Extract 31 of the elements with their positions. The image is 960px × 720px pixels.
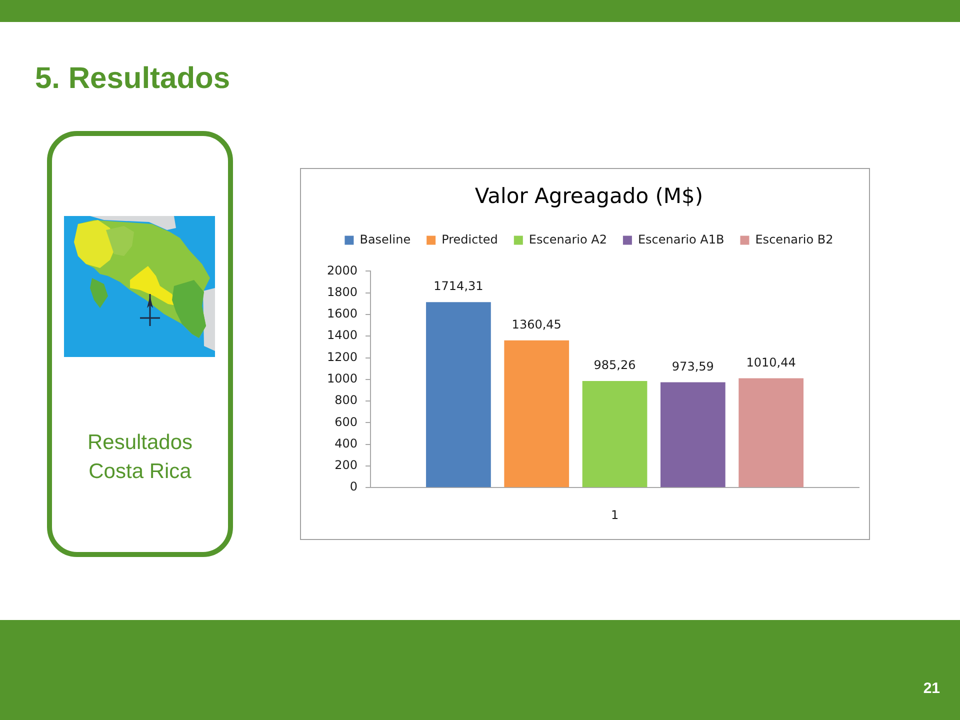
legend-label: Escenario A2	[528, 232, 607, 246]
bar	[426, 302, 491, 488]
data-label: 1010,44	[746, 355, 796, 370]
y-tick-label: 1800	[326, 284, 358, 299]
y-tick-label: 0	[350, 480, 358, 494]
y-tick-label: 600	[334, 414, 358, 429]
text: 21	[922, 680, 940, 697]
y-tick-label: 1600	[326, 306, 358, 321]
legend-label: Baseline	[360, 232, 411, 246]
bar	[504, 340, 570, 488]
bar	[738, 378, 804, 488]
y-tick-label: 400	[334, 436, 358, 450]
data-label: 1714,31	[434, 279, 484, 294]
y-tick-label: 2000	[326, 263, 358, 278]
legend-label: Escenario A1B	[638, 232, 724, 246]
bar	[660, 382, 726, 488]
data-label: 985,26	[594, 358, 636, 372]
bar	[582, 380, 648, 488]
chart-title: Valor Agreagado (M$)	[474, 184, 704, 208]
y-tick-label: 200	[334, 458, 358, 472]
y-tick-label: 1400	[326, 328, 358, 342]
y-tick-label: 800	[334, 393, 358, 408]
legend-label: Escenario B2	[755, 232, 834, 246]
x-tick-label: 1	[610, 508, 619, 522]
legend-label: Predicted	[442, 232, 498, 246]
data-label: 973,59	[672, 359, 714, 374]
text: Resultados Costa Rica	[86, 430, 194, 485]
data-label: 1360,45	[512, 318, 562, 332]
y-tick-label: 1200	[326, 350, 358, 364]
y-tick-label: 1000	[326, 372, 358, 386]
text: 5. Resultados	[35, 62, 230, 96]
